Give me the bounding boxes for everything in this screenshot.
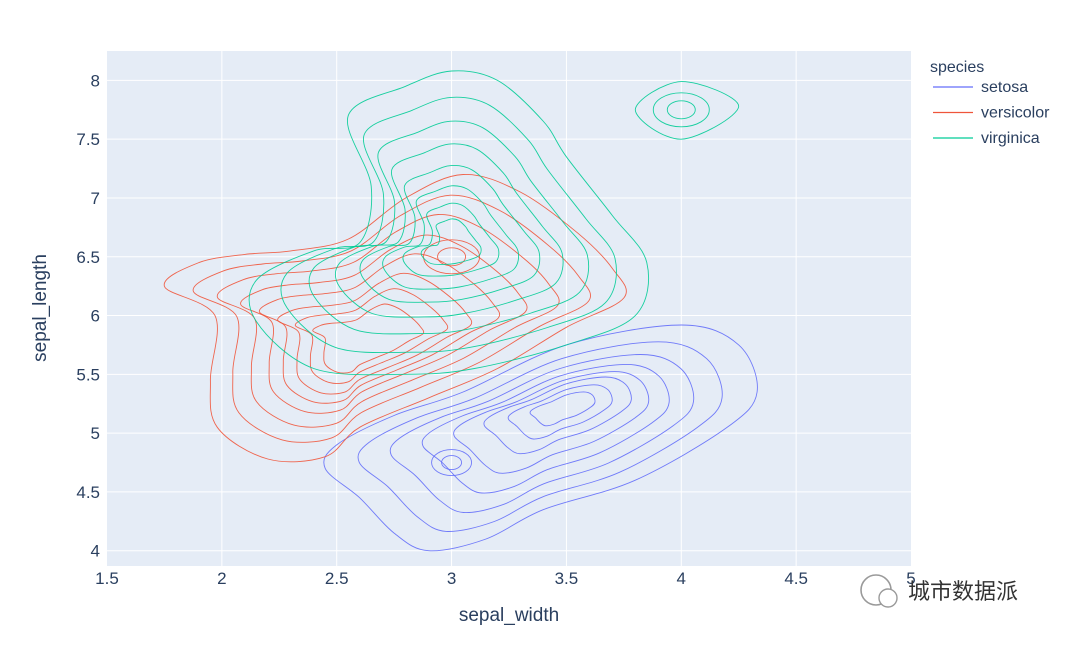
y-axis-ticks: 4 4.5 5 5.5 6 6.5 7 7.5 8 bbox=[76, 71, 100, 560]
x-tick-label: 4.5 bbox=[784, 569, 808, 588]
contour-line-setosa bbox=[483, 376, 632, 455]
y-tick-label: 4.5 bbox=[76, 483, 100, 502]
series-versicolor bbox=[163, 174, 627, 463]
y-tick-label: 6 bbox=[91, 307, 100, 326]
y-tick-label: 5.5 bbox=[76, 365, 100, 384]
contour-line-setosa bbox=[357, 341, 723, 532]
contour-line-versicolor bbox=[163, 174, 627, 463]
contour-line-virginica bbox=[634, 81, 740, 140]
contour-line-virginica bbox=[382, 185, 520, 290]
contour-line-setosa bbox=[421, 363, 670, 494]
contour-line-virginica bbox=[402, 202, 500, 277]
y-tick-label: 6.5 bbox=[76, 248, 100, 267]
watermark: 城市数据派 bbox=[860, 574, 1018, 608]
contour-line-virginica bbox=[308, 120, 590, 335]
y-tick-label: 8 bbox=[91, 71, 100, 90]
legend: species setosa versicolor virginica bbox=[930, 59, 1050, 147]
y-tick-label: 4 bbox=[91, 542, 100, 561]
series-virginica bbox=[248, 70, 740, 376]
x-tick-label: 5 bbox=[906, 569, 915, 588]
y-axis-title: sepal_length bbox=[30, 254, 51, 362]
contour-line-setosa bbox=[507, 384, 613, 440]
contour-line-setosa bbox=[453, 371, 650, 474]
contour-line-versicolor bbox=[277, 272, 473, 395]
contour-line-virginica bbox=[666, 100, 696, 120]
contour-line-versicolor bbox=[294, 288, 449, 384]
x-tick-label: 4 bbox=[677, 569, 686, 588]
contour-line-setosa bbox=[323, 324, 758, 552]
contour-line-setosa bbox=[529, 391, 596, 427]
x-tick-label: 2 bbox=[217, 569, 226, 588]
contour-line-setosa bbox=[441, 455, 463, 470]
wechat-logo-icon-inner bbox=[878, 588, 898, 608]
contour-line-virginica bbox=[420, 218, 482, 265]
legend-label-virginica: virginica bbox=[981, 130, 1040, 147]
x-tick-label: 1.5 bbox=[95, 569, 119, 588]
contour-line-virginica bbox=[280, 96, 617, 354]
contour-line-virginica bbox=[334, 143, 564, 318]
x-tick-label: 2.5 bbox=[325, 569, 349, 588]
contour-line-virginica bbox=[652, 92, 710, 128]
contour-line-versicolor bbox=[437, 247, 467, 267]
contour-line-versicolor bbox=[192, 194, 592, 443]
contour-line-virginica bbox=[248, 70, 649, 376]
legend-title: species bbox=[930, 59, 984, 76]
watermark-text: 城市数据派 bbox=[908, 579, 1018, 604]
grid-lines bbox=[107, 51, 911, 566]
contour-line-versicolor bbox=[240, 234, 528, 414]
legend-label-versicolor: versicolor bbox=[981, 105, 1050, 122]
contour-line-setosa bbox=[389, 354, 695, 513]
series-setosa bbox=[323, 324, 758, 552]
y-tick-label: 7 bbox=[91, 189, 100, 208]
legend-items: setosa versicolor virginica bbox=[933, 79, 1050, 147]
contour-line-versicolor bbox=[258, 253, 501, 404]
x-tick-label: 3.5 bbox=[555, 569, 579, 588]
contour-line-setosa bbox=[431, 449, 473, 476]
legend-label-setosa: setosa bbox=[981, 79, 1028, 96]
x-axis-title: sepal_width bbox=[459, 605, 559, 626]
y-tick-label: 7.5 bbox=[76, 130, 100, 149]
contour-line-virginica bbox=[359, 165, 541, 303]
contour-line-versicolor bbox=[423, 239, 481, 275]
contour-line-versicolor bbox=[216, 214, 560, 428]
y-tick-label: 5 bbox=[91, 424, 100, 443]
x-axis-ticks: 1.5 2 2.5 3 3.5 4 4.5 5 bbox=[95, 569, 916, 588]
contour-lines bbox=[163, 70, 758, 552]
x-tick-label: 3 bbox=[447, 569, 456, 588]
